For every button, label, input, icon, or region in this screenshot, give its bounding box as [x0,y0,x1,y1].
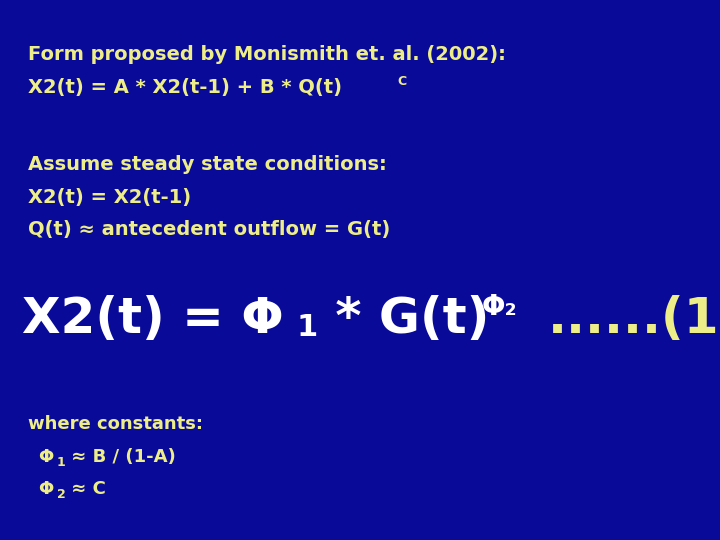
Text: 1: 1 [296,313,318,342]
Text: ≈ B / (1-A): ≈ B / (1-A) [65,448,176,466]
Text: ......(1): ......(1) [548,295,720,343]
Text: where constants:: where constants: [28,415,203,433]
Text: Φ: Φ [38,480,53,498]
Text: 2: 2 [57,488,66,501]
Text: Q(t) ≈ antecedent outflow = G(t): Q(t) ≈ antecedent outflow = G(t) [28,220,390,239]
Text: Assume steady state conditions:: Assume steady state conditions: [28,155,387,174]
Text: X2(t) = A * X2(t-1) + B * Q(t): X2(t) = A * X2(t-1) + B * Q(t) [28,78,342,97]
Text: ≈ C: ≈ C [65,480,106,498]
Text: X2(t) = X2(t-1): X2(t) = X2(t-1) [28,188,191,207]
Text: * G(t): * G(t) [318,295,490,343]
Text: X2(t) = Φ: X2(t) = Φ [22,295,284,343]
Text: Φ₂: Φ₂ [482,293,518,321]
Text: Form proposed by Monismith et. al. (2002):: Form proposed by Monismith et. al. (2002… [28,45,506,64]
Text: 1: 1 [57,456,66,469]
Text: Φ: Φ [38,448,53,466]
Text: C: C [397,75,406,88]
